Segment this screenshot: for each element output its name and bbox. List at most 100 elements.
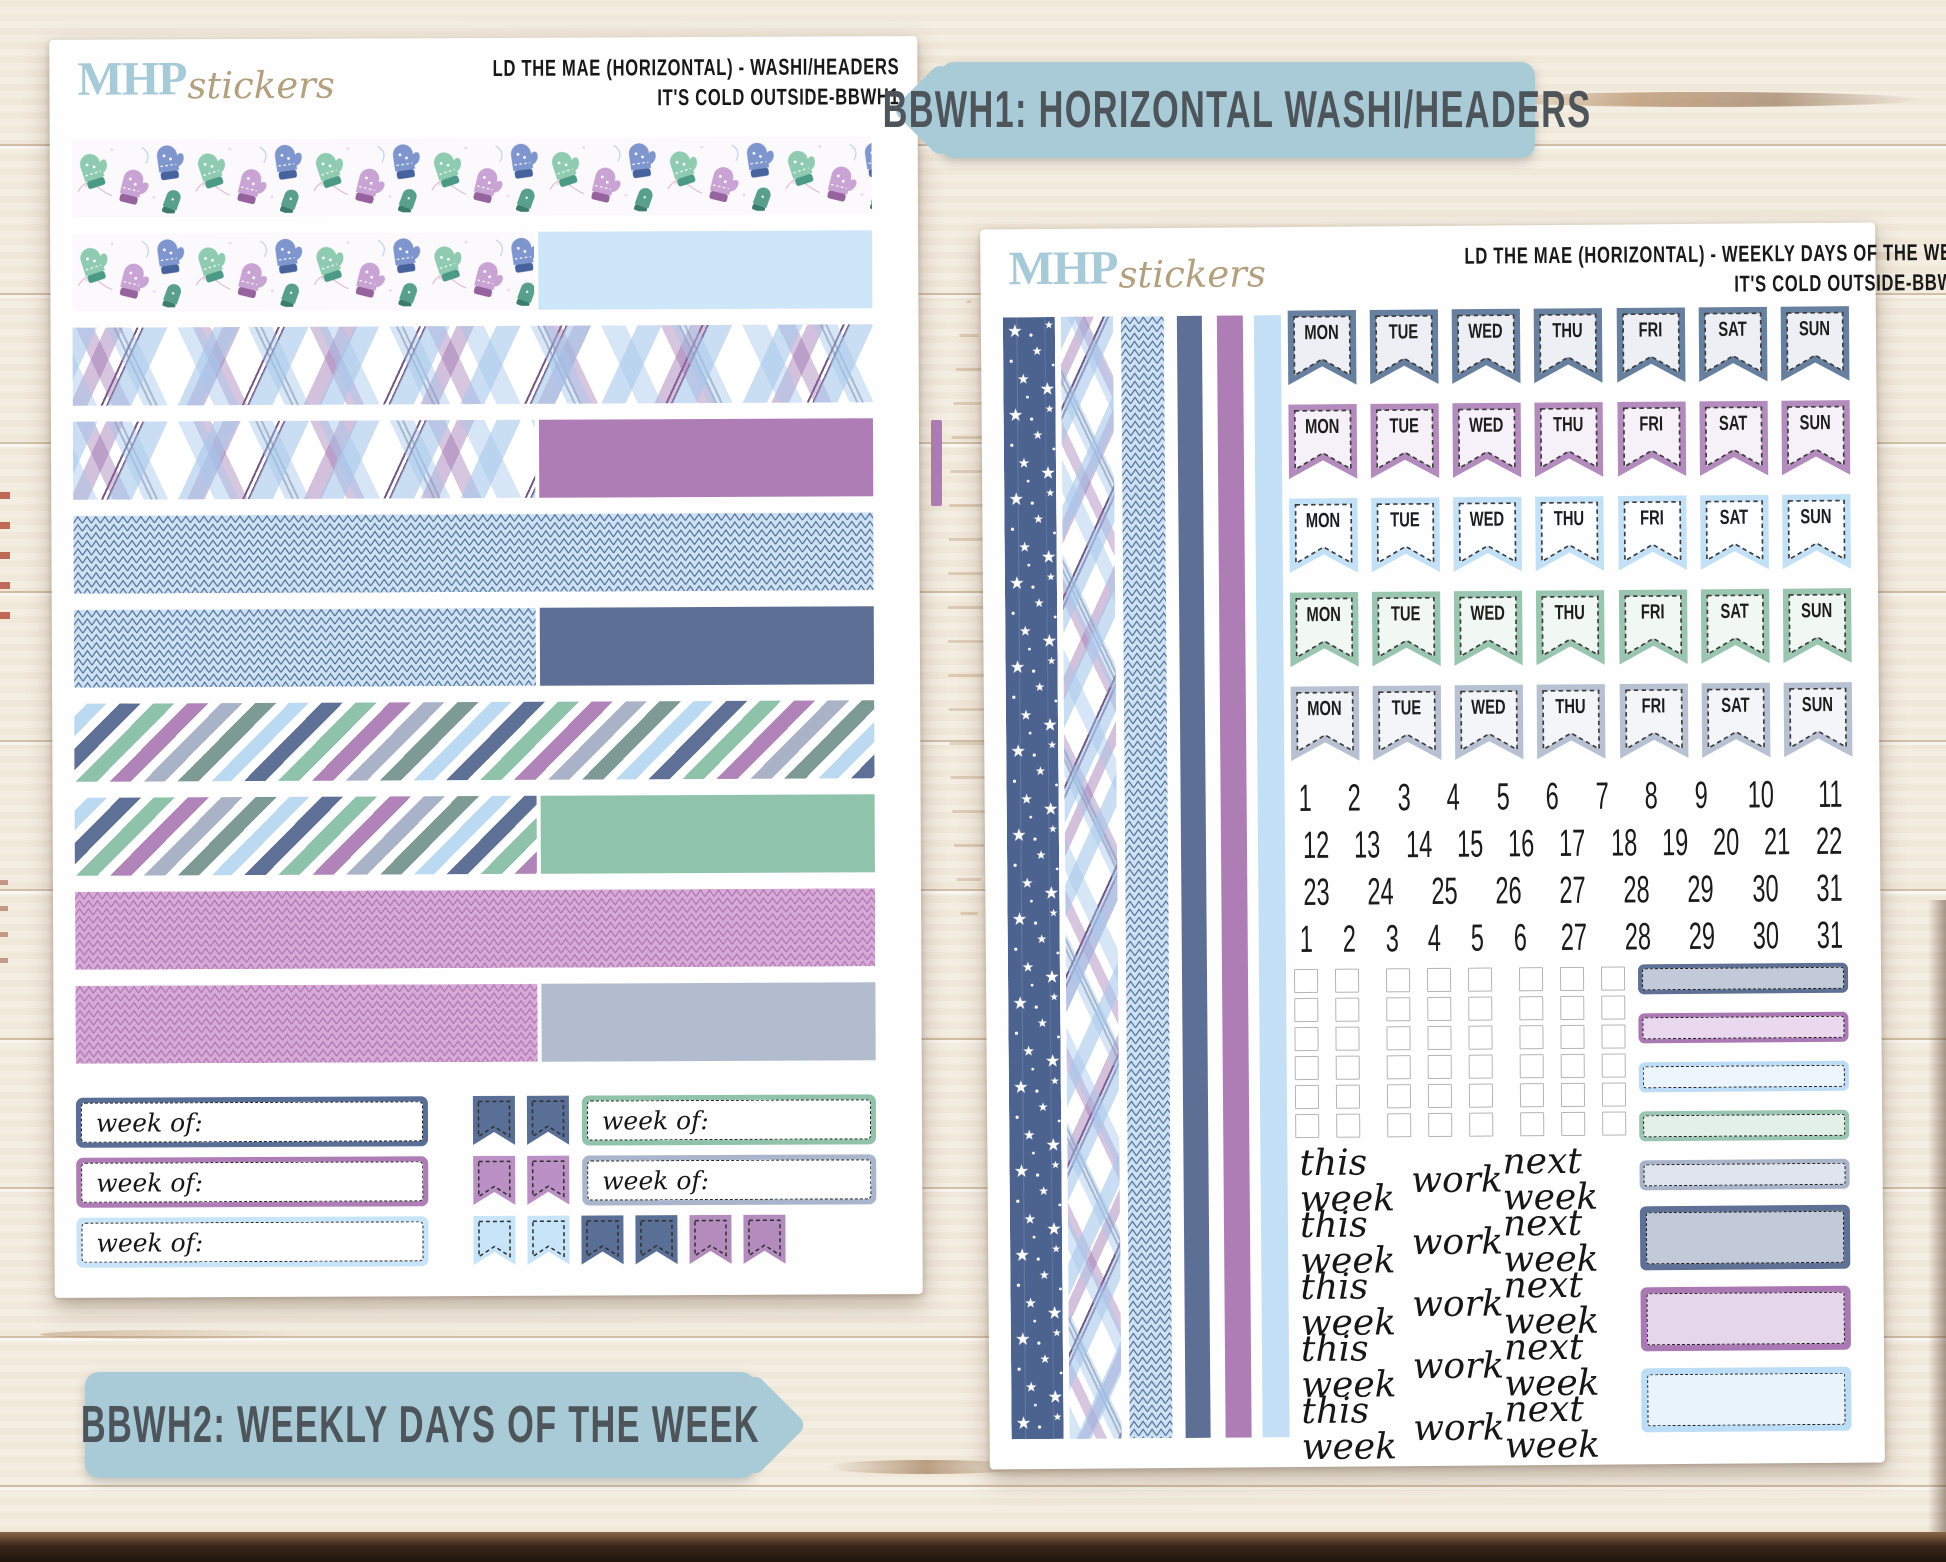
sheet1-title-line1: LD THE MAE (HORIZONTAL) - WASHI/HEADERS (492, 53, 900, 81)
day-flag-sticker: SAT (1699, 400, 1769, 476)
date-number-sticker: 18 (1610, 822, 1637, 865)
day-label: TUE (1390, 508, 1420, 531)
label-box-inner (1642, 1064, 1845, 1089)
day-label: THU (1553, 413, 1583, 436)
day-label: SAT (1719, 505, 1748, 528)
checkbox-sticker (1519, 1025, 1544, 1050)
vertical-washi-strip (1176, 315, 1211, 1438)
week-of-box: week of: (582, 1154, 877, 1206)
checkbox-row (1295, 1111, 1627, 1139)
date-number-sticker: 2 (1347, 777, 1362, 820)
logo-mhp-text: MHP (1008, 241, 1118, 296)
day-label: WED (1469, 319, 1504, 342)
checkbox-sticker (1520, 1112, 1545, 1137)
washi-strip-row (72, 418, 874, 500)
washi-strip-row (74, 794, 875, 876)
date-number-sticker: 30 (1751, 868, 1779, 911)
label-box-sticker (1639, 1158, 1850, 1191)
day-label: SUN (1801, 599, 1832, 622)
checkbox-sticker (1427, 1054, 1452, 1080)
date-number-sticker: 1 (1299, 918, 1314, 962)
small-label-boxes (1637, 962, 1850, 1210)
checkbox-sticker (1293, 968, 1319, 994)
day-flag-sticker: WED (1452, 402, 1522, 478)
checkbox-group (1518, 966, 1626, 992)
day-flag-sticker: FRI (1618, 589, 1688, 665)
checkbox-sticker (1468, 1083, 1494, 1108)
flag-sticker (527, 1155, 570, 1205)
banner-bbwh2: BBWH2: WEEKLY DAYS OF THE WEEK (80, 1372, 808, 1478)
day-label: MON (1304, 321, 1339, 344)
checkbox-sticker (1518, 967, 1544, 992)
solid-block-sticker (539, 606, 875, 686)
day-flag-sticker: WED (1454, 684, 1524, 760)
day-flag-sticker: FRI (1617, 495, 1687, 571)
day-label: THU (1555, 601, 1585, 624)
date-number-sticker: 1 (1298, 777, 1312, 821)
mhp-logo: MHP stickers (1008, 241, 1267, 297)
day-flag-sticker: THU (1537, 684, 1606, 760)
sheet1-title-line2: IT'S COLD OUTSIDE-BBWH1 (657, 83, 900, 111)
checkbox-sticker (1560, 1082, 1586, 1107)
vertical-washi-strip (1060, 316, 1122, 1439)
checkbox-sticker (1387, 1113, 1412, 1138)
checkbox-group (1386, 1083, 1494, 1109)
script-word-row: this week work next week (1300, 1265, 1622, 1344)
day-label: TUE (1392, 696, 1422, 719)
date-number-sticker: 31 (1815, 867, 1843, 910)
date-number-row: 1 2 3 4 5 6 27 28 29 30 31 (1296, 915, 1851, 962)
flag-sticker (581, 1215, 624, 1265)
day-label: SAT (1718, 317, 1747, 340)
date-number-sticker: 30 (1752, 915, 1779, 958)
solid-block-sticker (540, 794, 875, 874)
flag-sticker (526, 1095, 570, 1145)
date-number-sticker: 28 (1623, 869, 1651, 912)
solid-block-sticker (541, 982, 876, 1062)
day-flag-sticker: SUN (1783, 682, 1853, 758)
checkbox-sticker (1294, 997, 1319, 1023)
checkbox-sticker (1335, 1084, 1361, 1109)
script-word-sticker: work (1411, 1283, 1504, 1326)
flag-sticker (743, 1214, 786, 1264)
sticker-sheet-bbwh1: MHP stickers LD THE MAE (HORIZONTAL) - W… (49, 36, 923, 1298)
date-number-sticker: 6 (1545, 776, 1560, 819)
day-flag-sticker: MON (1289, 592, 1359, 668)
herringbone-blue-pattern (73, 607, 537, 688)
checkbox-sticker (1428, 1112, 1453, 1138)
day-label: SAT (1720, 599, 1749, 622)
day-label: SUN (1799, 317, 1830, 340)
logo-stickers-text: stickers (1118, 252, 1267, 297)
herringbone-blue-pattern (73, 512, 874, 594)
washi-strip-row (72, 324, 873, 406)
wood-red-marks (0, 492, 10, 642)
washi-strip (73, 512, 874, 594)
day-label: FRI (1638, 318, 1662, 341)
week-of-box-inner: week of: (587, 1159, 872, 1201)
washi-strip-row (75, 982, 876, 1064)
checkbox-sticker (1600, 966, 1626, 991)
checkbox-group (1293, 968, 1360, 994)
label-box-inner (1643, 1113, 1846, 1138)
day-flag-sticker: WED (1454, 590, 1524, 666)
checkbox-sticker (1335, 1055, 1360, 1080)
day-label: FRI (1640, 506, 1664, 529)
washi-strip (71, 136, 873, 218)
week-of-row: week of: (76, 1154, 877, 1208)
day-flag-row: MON TUE WED THU (1287, 493, 1853, 575)
checkbox-sticker (1560, 995, 1585, 1021)
day-flag-row: MON TUE WED THU (1289, 681, 1855, 763)
washi-strip-row (72, 230, 873, 312)
label-box-inner (1641, 966, 1845, 991)
day-flag-sticker: WED (1451, 308, 1521, 384)
label-box-sticker (1637, 962, 1849, 995)
flag-group (472, 1095, 570, 1146)
checkbox-group (1519, 1082, 1627, 1108)
week-of-box: week of: (76, 1156, 429, 1208)
day-label: WED (1471, 695, 1506, 718)
day-flag-sticker: THU (1534, 308, 1603, 384)
checkbox-sticker (1601, 1024, 1626, 1049)
day-label: SAT (1719, 411, 1748, 434)
week-of-box: week of: (76, 1216, 429, 1268)
checkbox-sticker (1601, 1082, 1627, 1107)
week-of-label: week of: (602, 1165, 710, 1195)
